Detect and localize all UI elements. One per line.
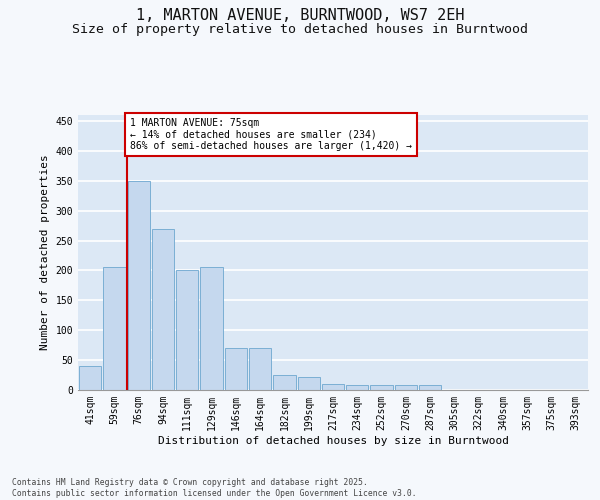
Text: Size of property relative to detached houses in Burntwood: Size of property relative to detached ho… [72,22,528,36]
Text: Contains HM Land Registry data © Crown copyright and database right 2025.
Contai: Contains HM Land Registry data © Crown c… [12,478,416,498]
Text: 1 MARTON AVENUE: 75sqm
← 14% of detached houses are smaller (234)
86% of semi-de: 1 MARTON AVENUE: 75sqm ← 14% of detached… [130,118,412,151]
Bar [128,181,150,390]
Bar [224,348,247,390]
Bar [419,385,442,390]
Bar [370,385,393,390]
Bar [103,268,125,390]
X-axis label: Distribution of detached houses by size in Burntwood: Distribution of detached houses by size … [157,436,509,446]
Bar [273,375,296,390]
Bar [176,270,199,390]
Bar [79,366,101,390]
Bar [249,348,271,390]
Bar [298,377,320,390]
Bar [346,385,368,390]
Bar [152,228,174,390]
Y-axis label: Number of detached properties: Number of detached properties [40,154,50,350]
Bar [322,384,344,390]
Bar [200,268,223,390]
Bar [395,385,417,390]
Text: 1, MARTON AVENUE, BURNTWOOD, WS7 2EH: 1, MARTON AVENUE, BURNTWOOD, WS7 2EH [136,8,464,22]
